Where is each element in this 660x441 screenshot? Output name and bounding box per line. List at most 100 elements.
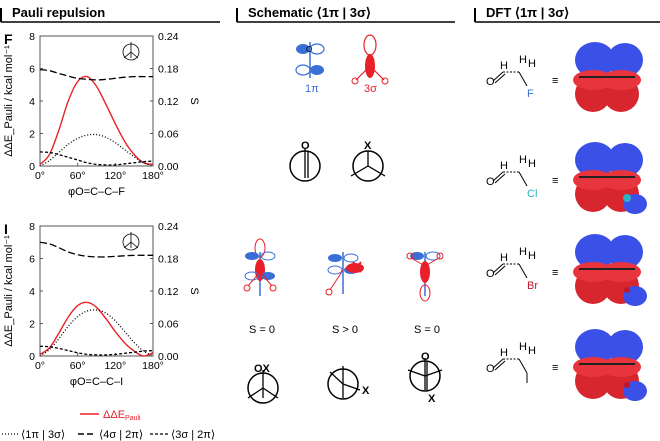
- atom-H: H: [519, 246, 527, 258]
- y-tick-right: 0.12: [158, 286, 179, 298]
- y-tick-left: 4: [29, 96, 35, 108]
- series-line: [39, 75, 154, 166]
- newman-bottom-3-O: O: [421, 351, 430, 363]
- header-schematic-text: Schematic ⟨1π | 3σ⟩: [248, 5, 371, 20]
- y-tick-left: 2: [29, 129, 35, 141]
- y-tick-right: 0.18: [158, 254, 179, 266]
- x-tick: 120°: [104, 170, 126, 182]
- x-tick: 120°: [104, 360, 126, 372]
- y-tick-left: 2: [29, 319, 35, 331]
- dft-orbital-render: [573, 42, 643, 112]
- newman-bottom-1: OX: [247, 363, 279, 404]
- y-tick-left: 0: [29, 351, 35, 363]
- newman-bottom-3-X: X: [428, 393, 436, 405]
- atom-H: H: [500, 160, 508, 172]
- y-tick-left: 8: [29, 221, 35, 233]
- panel-label: I: [4, 221, 8, 237]
- molecule-inset-icon: [122, 232, 140, 251]
- atom-halogen: Br: [527, 280, 538, 292]
- y-tick-left: 4: [29, 286, 35, 298]
- orbital-3sigma: 3σ: [351, 34, 389, 95]
- dft-row-2: OH H HCl≡: [486, 142, 647, 214]
- newman-bottom-1-OX: OX: [254, 363, 271, 375]
- equiv-sign: ≡: [552, 362, 558, 374]
- label-3sigma: 3σ: [364, 83, 377, 95]
- atom-H: H: [519, 341, 527, 353]
- dft-row-1: OH H HF≡: [486, 42, 643, 112]
- dft-orbital-render: [573, 329, 647, 401]
- atom-H: H: [528, 158, 536, 170]
- atom-halogen: F: [527, 88, 534, 100]
- atom-O: O: [486, 176, 495, 188]
- equiv-sign: ≡: [552, 75, 558, 87]
- atom-O: O: [486, 363, 495, 375]
- legend-1pi3s-text: ⟨1π | 3σ⟩: [21, 429, 65, 441]
- y-tick-right: 0.24: [158, 31, 179, 43]
- molecule-inset-icon: [122, 42, 140, 61]
- header-dft: DFT ⟨1π | 3σ⟩: [474, 5, 660, 23]
- s-label-3: S = 0: [414, 324, 440, 336]
- y-tick-right: 0.00: [158, 351, 179, 363]
- y-axis-label-right: S: [188, 287, 200, 294]
- s-label-2: S > 0: [332, 324, 358, 336]
- y-tick-left: 8: [29, 31, 35, 43]
- dft-row-4: OH H H≡: [486, 329, 647, 401]
- s-label-1: S = 0: [249, 324, 275, 336]
- y-tick-right: 0.06: [158, 319, 179, 331]
- newman-bottom-2-X: X: [362, 385, 370, 397]
- newman-bottom-2: X: [327, 366, 370, 400]
- y-tick-left: 0: [29, 161, 35, 173]
- header-dft-text: DFT ⟨1π | 3σ⟩: [486, 5, 569, 20]
- label-1pi: 1π: [305, 83, 319, 95]
- legend-3s2p-text: ⟨3σ | 2π⟩: [171, 429, 215, 441]
- series-line: [39, 301, 154, 357]
- x-tick: 180°: [142, 170, 164, 182]
- x-axis-label: φO=C–C–F: [68, 186, 125, 198]
- overlap-schematic-3: [406, 251, 444, 302]
- y-tick-right: 0.06: [158, 129, 179, 141]
- orbital-1pi: O 1π: [295, 42, 325, 95]
- header-pauli-text: Pauli repulsion: [12, 5, 105, 20]
- atom-H: H: [500, 347, 508, 359]
- equiv-sign: ≡: [552, 267, 558, 279]
- x-tick: 0°: [35, 170, 45, 182]
- y-axis-label-right: S: [188, 97, 200, 104]
- atom-H: H: [519, 54, 527, 66]
- y-tick-right: 0.12: [158, 96, 179, 108]
- x-tick: 180°: [142, 360, 164, 372]
- svg-text:O: O: [306, 45, 312, 54]
- atom-O: O: [486, 76, 495, 88]
- chart-F: F 0 2 4 6 8 0.00 0.06 0.12 0.18 0.24 0° 60° 120° 180° φ…: [3, 31, 200, 198]
- series-line: [39, 309, 154, 357]
- newman-bottom-3: O X: [407, 351, 443, 405]
- equiv-sign: ≡: [552, 175, 558, 187]
- atom-halogen: Cl: [527, 188, 537, 200]
- chart-I: I 0 2 4 6 8 0.00 0.06 0.12 0.18 0.24 0° 60° 120° 180° φ…: [3, 221, 200, 388]
- series-line: [39, 68, 153, 81]
- series-line: [39, 241, 153, 258]
- series-line: [39, 345, 154, 356]
- y-tick-right: 0.24: [158, 221, 179, 233]
- newman-top-2: X: [350, 140, 386, 182]
- legend: ΔΔEPauli ⟨1π | 3σ⟩ ⟨4σ | 2π⟩ ⟨3σ | 2π⟩: [2, 409, 215, 441]
- x-tick: 0°: [35, 360, 45, 372]
- legend-pauli-text: ΔΔEPauli: [103, 409, 141, 422]
- series-line: [39, 133, 154, 167]
- dft-orbital-render: [573, 142, 647, 214]
- overlap-schematic-2: [325, 252, 364, 296]
- x-axis-label: φO=C–C–I: [70, 376, 123, 388]
- atom-H: H: [500, 252, 508, 264]
- y-tick-right: 0.00: [158, 161, 179, 173]
- legend-4s2p-text: ⟨4σ | 2π⟩: [99, 429, 143, 441]
- x-tick: 60°: [70, 360, 86, 372]
- atom-H: H: [528, 250, 536, 262]
- y-axis-label-left: ΔΔE_Pauli / kcal mol⁻¹: [3, 235, 15, 347]
- atom-O: O: [486, 268, 495, 280]
- atom-H: H: [528, 58, 536, 70]
- newman-top-1: O: [289, 140, 321, 182]
- y-axis-label-left: ΔΔE_Pauli / kcal mol⁻¹: [3, 45, 15, 157]
- plot-frame: [39, 35, 154, 167]
- y-tick-left: 6: [29, 64, 35, 76]
